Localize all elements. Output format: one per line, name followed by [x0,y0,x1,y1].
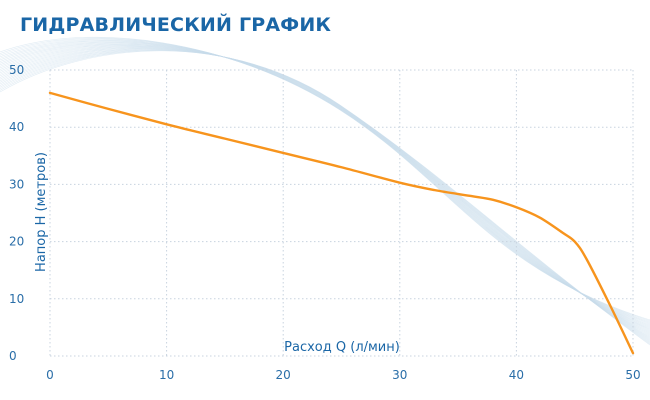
swoosh-line [0,42,650,329]
chart-title: ГИДРАВЛИЧЕСКИЙ ГРАФИК [20,14,332,36]
swoosh-line [0,50,650,345]
swoosh-line [0,41,650,328]
swoosh-line [0,48,650,340]
swoosh-line [0,45,650,334]
swoosh-line [0,41,650,327]
background-swoosh [0,36,650,346]
swoosh-line [0,49,650,344]
y-tick-label: 0 [9,349,17,363]
swoosh-line [0,47,650,339]
x-tick-label: 50 [625,368,640,382]
swoosh-line [0,49,650,342]
swoosh-line [0,43,650,331]
grid-lines [49,69,634,357]
x-tick-label: 10 [159,368,174,382]
swoosh-line [0,50,650,346]
swoosh-line [0,38,650,323]
y-tick-label: 40 [9,120,24,134]
x-tick-label: 30 [392,368,407,382]
swoosh-line [0,48,650,341]
swoosh-line [0,37,650,322]
swoosh-line [0,36,650,321]
swoosh-line [0,44,650,332]
swoosh-line [0,43,650,330]
y-tick-label: 20 [9,235,24,249]
x-tick-label: 20 [276,368,291,382]
axis-ticks: 0 10 20 30 40 50 0 10 20 30 40 50 [9,63,641,382]
series-line [48,91,635,355]
swoosh-line [0,46,650,337]
swoosh-line [0,46,650,335]
y-tick-label: 30 [9,177,24,191]
x-tick-label: 40 [509,368,524,382]
y-axis-label: Напор H (метров) [34,152,49,272]
x-axis-label: Расход Q (л/мин) [284,340,400,355]
swoosh-line [0,40,650,326]
swoosh-line [0,47,650,338]
x-tick-label: 0 [46,368,54,382]
swoosh-line [0,39,650,324]
swoosh-line [0,49,650,343]
y-tick-label: 10 [9,292,24,306]
swoosh-line [0,39,650,325]
swoosh-line [0,46,650,336]
swoosh-line [0,44,650,333]
y-tick-label: 50 [9,63,24,77]
